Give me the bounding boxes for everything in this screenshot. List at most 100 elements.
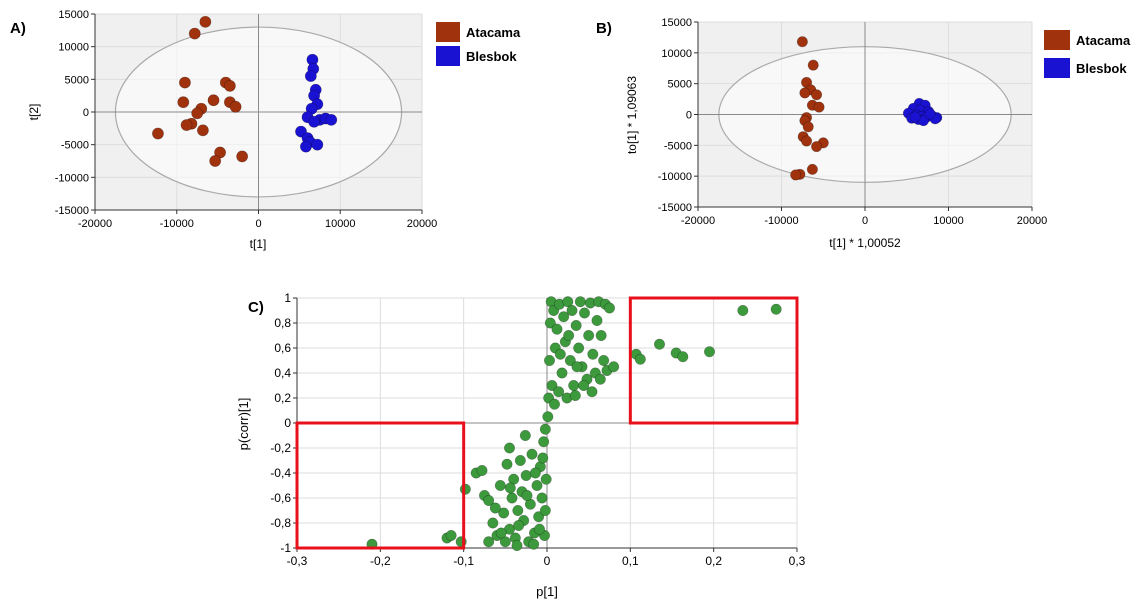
- p2-variables-point: [677, 351, 689, 363]
- p0-y-tick-label: 0: [83, 107, 89, 119]
- p2-x-tick-label: -0,2: [370, 554, 391, 568]
- p2-variables-point: [563, 329, 575, 341]
- p1-x-tick-label: -10000: [764, 215, 798, 227]
- p2-variables-point: [504, 482, 516, 494]
- p2-variables-point: [578, 379, 590, 391]
- p2-y-tick-label: 0,2: [274, 391, 291, 405]
- p2-variables-point: [587, 348, 599, 360]
- p0-atacama-point: [236, 150, 249, 163]
- p2-variables-point: [526, 448, 538, 460]
- p2-x-tick-label: 0,1: [622, 554, 639, 568]
- p2-variables-point: [533, 523, 545, 535]
- p0-blesbok-point: [304, 70, 317, 82]
- panel-a-legend-label-atacama: Atacama: [466, 25, 521, 40]
- p2-variables-point: [569, 389, 581, 401]
- panel-b-y-axis-label: to[1] * 1,09063: [625, 76, 639, 154]
- p0-atacama-point: [197, 124, 209, 137]
- p1-y-tick-label: 5000: [668, 79, 692, 91]
- p2-x-tick-label: 0: [544, 554, 551, 568]
- p2-variables-point: [513, 519, 525, 531]
- p0-atacama-point: [229, 100, 242, 113]
- p2-variables-point: [586, 386, 598, 398]
- p2-variables-point: [603, 302, 615, 314]
- panel-c-label: C): [248, 299, 264, 316]
- p1-y-tick-label: -15000: [658, 202, 692, 214]
- p2-variables-point: [578, 307, 590, 319]
- p0-x-tick-label: 20000: [407, 218, 438, 230]
- p2-variables-point: [608, 361, 620, 373]
- panel-c-x-axis-label: p[1]: [536, 584, 558, 599]
- p0-atacama-point: [180, 119, 193, 131]
- p1-y-tick-label: -10000: [658, 171, 692, 183]
- p2-variables-point: [591, 314, 603, 326]
- p0-blesbok-point: [325, 113, 338, 126]
- p2-variables-point: [529, 467, 541, 479]
- p2-variables-point: [445, 529, 457, 541]
- p1-y-tick-label: 0: [686, 110, 692, 122]
- p0-atacama-point: [199, 15, 212, 28]
- panel-b-tick-labels: -20000 -10000 0 10000 20000 -15000 -10000 -5000…: [658, 17, 1048, 227]
- p2-variables-point: [528, 538, 540, 550]
- p2-variables-point: [558, 311, 570, 323]
- p2-y-tick-label: 0,8: [274, 316, 291, 330]
- panel-c-highlight-boxes: [295, 296, 799, 550]
- p2-x-tick-label: 0,3: [789, 554, 806, 568]
- panel-a-score-plot: A) -20000 -10000 0 10000 20000 -15000 -10000 -5…: [10, 9, 521, 251]
- p2-variables-point: [539, 504, 551, 516]
- p2-variables-point: [512, 504, 524, 516]
- p2-x-tick-label: 0,2: [705, 554, 722, 568]
- p2-variables-point: [495, 527, 507, 539]
- p2-variables-point: [703, 346, 715, 358]
- p2-y-tick-label: 0: [284, 416, 291, 430]
- p2-variables-point: [574, 296, 586, 308]
- panel-c-tick-labels: -0,3 -0,2 -0,1 0 0,1 0,2 0,3 -1 -0,8 -0,6 -0,4 -0,2…: [270, 291, 805, 568]
- p2-variables-point: [519, 429, 531, 441]
- p0-y-tick-label: 10000: [58, 42, 89, 54]
- panel-b-legend-label-blesbok: Blesbok: [1076, 61, 1127, 76]
- p2-variables-point: [595, 329, 607, 341]
- panel-a-legend-swatch-atacama: [436, 22, 460, 42]
- p2-y-tick-label: 0,6: [274, 341, 291, 355]
- p2-variables-point: [544, 317, 556, 329]
- p2-y-tick-label: -1: [280, 541, 291, 555]
- p0-x-tick-label: -20000: [78, 218, 112, 230]
- p2-variables-point: [583, 329, 595, 341]
- p2-variables-point: [539, 423, 551, 435]
- p0-atacama-point: [179, 76, 191, 89]
- p2-variables-point: [556, 367, 568, 379]
- panel-a-x-axis-label: t[1]: [250, 237, 267, 251]
- p2-variables-point: [653, 338, 665, 350]
- panel-a-points: [152, 15, 338, 167]
- p2-variables-point: [540, 473, 552, 485]
- p2-variables-point: [737, 304, 749, 316]
- p1-x-tick-label: -20000: [681, 215, 715, 227]
- panel-a-label: A): [10, 20, 26, 37]
- p2-variables-point: [554, 348, 566, 360]
- p2-variables-point: [562, 296, 574, 308]
- p1-x-tick-label: 0: [862, 215, 868, 227]
- p1-atacama-point: [813, 101, 825, 113]
- p2-variables-point: [506, 492, 518, 504]
- p0-y-tick-label: 15000: [58, 9, 89, 21]
- p1-y-tick-label: 15000: [661, 17, 692, 29]
- p2-variables-point: [521, 489, 533, 501]
- p2-variables-point: [499, 536, 511, 548]
- p0-x-tick-label: 0: [255, 218, 261, 230]
- p0-atacama-point: [209, 155, 222, 167]
- p2-variables-point: [546, 379, 558, 391]
- p1-atacama-point: [802, 121, 814, 133]
- p2-y-tick-label: -0,4: [270, 466, 291, 480]
- panel-b-legend-swatch-blesbok: [1044, 58, 1070, 78]
- p1-atacama-point: [799, 87, 811, 99]
- p0-atacama-point: [214, 146, 226, 159]
- p2-variables-point: [571, 361, 583, 373]
- panel-a-y-axis-label: t[2]: [27, 104, 41, 121]
- panel-c-y-axis-label: p(corr)[1]: [236, 398, 251, 451]
- p2-variables-point: [573, 342, 585, 354]
- p0-atacama-point: [207, 94, 220, 107]
- p2-highlight-box: [628, 296, 799, 425]
- p2-variables-point: [551, 323, 563, 335]
- p0-atacama-point: [177, 96, 190, 109]
- p2-variables-point: [476, 464, 488, 476]
